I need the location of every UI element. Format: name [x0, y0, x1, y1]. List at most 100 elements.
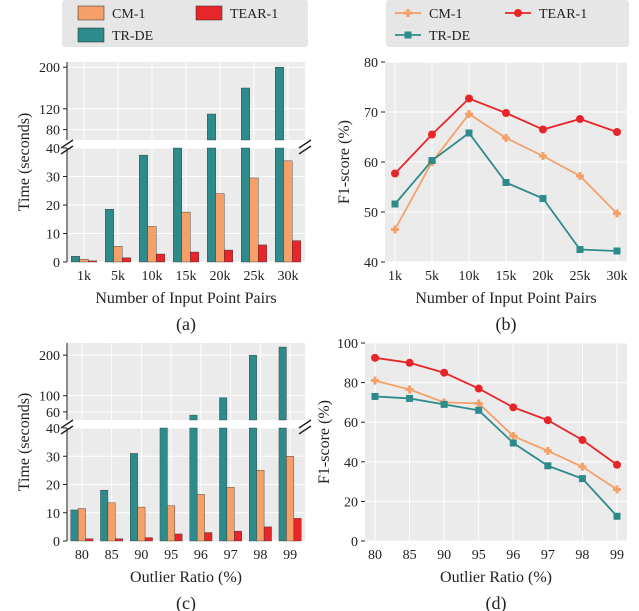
bar-cm-1	[137, 506, 146, 542]
x-tick-label: 98	[253, 548, 267, 563]
bar-tr-de-upper	[241, 87, 250, 141]
legend-label: TR-DE	[112, 29, 153, 44]
x-tick-label: 15k	[176, 269, 197, 284]
legend-a: CM-1 TEAR-1 TR-DE	[62, 0, 308, 47]
legend-swatch-tear-1	[195, 5, 223, 21]
point-tr-de	[509, 439, 517, 447]
y-tick-label: 200	[39, 349, 60, 364]
x-tick-label: 99	[610, 548, 624, 563]
x-tick-label: 90	[437, 548, 451, 563]
y-tick-label: 40	[46, 422, 60, 437]
y-tick-label: 0	[53, 535, 60, 550]
x-axis-label: Outlier Ratio (%)	[130, 569, 242, 586]
legend-box	[62, 0, 308, 47]
legend-swatch-tr-de	[77, 27, 105, 43]
bar-tr-de	[275, 147, 284, 263]
series-line-cm-1	[374, 379, 618, 491]
bar-tear-1	[85, 538, 94, 542]
x-tick-label: 10k	[459, 269, 480, 284]
legend-box	[386, 0, 629, 47]
bar-cm-1	[226, 487, 235, 542]
x-tick-label: 25k	[244, 269, 265, 284]
point-cm-1	[502, 134, 510, 142]
axis-break-mark	[298, 425, 312, 435]
bar-tr-de-upper	[249, 354, 257, 421]
x-tick-label: 96	[194, 548, 208, 563]
bar-tr-de	[100, 489, 109, 542]
legend-marker-tr-de	[404, 31, 412, 39]
x-tick-label: 80	[368, 548, 382, 563]
plot-area	[365, 343, 627, 541]
bar-tear-1	[174, 533, 183, 542]
point-tr-de	[406, 394, 414, 402]
bar-tr-de	[249, 427, 257, 542]
bar-cm-1	[215, 193, 225, 263]
bar-tear-1	[293, 518, 302, 542]
y-axis-label: F1-score (%)	[336, 120, 353, 204]
point-tear-1	[539, 125, 547, 134]
series-line-tr-de	[374, 395, 618, 517]
bar-tear-1	[144, 537, 153, 542]
x-tick-label: 97	[224, 548, 238, 563]
x-tick-label: 25k	[570, 269, 591, 284]
point-tear-1	[391, 169, 399, 178]
legend-marker-tear-1	[514, 9, 522, 17]
point-tr-de	[613, 512, 621, 520]
bar-cm-1	[283, 160, 293, 263]
plot-area-upper	[67, 343, 305, 420]
x-tick-label: 1k	[388, 269, 402, 284]
axis-break-mark	[298, 139, 312, 149]
bar-cm-1	[79, 258, 89, 263]
bar-cm-1	[107, 502, 116, 542]
point-tear-1	[371, 353, 379, 362]
bar-tear-1	[204, 532, 213, 542]
legend-marker-cm-1	[404, 9, 412, 17]
bar-tear-1	[88, 260, 97, 263]
bar-tr-de-upper	[207, 113, 216, 141]
point-cm-1	[539, 152, 547, 160]
panel-caption: (c)	[176, 593, 196, 611]
bar-tr-de-upper	[219, 397, 228, 421]
legend-label: CM-1	[429, 7, 462, 22]
y-tick-label: 0	[351, 535, 358, 550]
point-cm-1	[465, 110, 473, 118]
bar-tr-de-upper	[189, 414, 198, 421]
point-tr-de	[539, 195, 547, 202]
x-tick-label: 95	[164, 548, 178, 563]
bar-tr-de	[105, 209, 114, 263]
point-tr-de	[578, 475, 586, 483]
bar-cm-1	[196, 494, 205, 542]
x-tick-label: 90	[134, 548, 148, 563]
legend-swatch-cm-1	[77, 5, 105, 21]
x-tick-label: 30k	[278, 269, 299, 284]
panel-caption: (d)	[486, 593, 507, 611]
bar-tear-1	[122, 257, 131, 263]
bar-cm-1	[256, 470, 265, 542]
y-tick-label: 200	[39, 61, 60, 76]
bar-cm-1	[147, 226, 157, 263]
y-tick-label: 0	[53, 256, 60, 271]
x-axis-label: Number of Input Point Pairs	[95, 290, 276, 307]
y-tick-label: 80	[344, 377, 358, 392]
x-tick-label: 15k	[496, 269, 517, 284]
bar-cm-1	[167, 505, 176, 542]
point-cm-1	[613, 209, 621, 218]
y-tick-label: 60	[344, 416, 358, 431]
y-tick-label: 80	[46, 124, 60, 139]
bar-tr-de	[173, 147, 182, 263]
x-tick-label: 96	[506, 548, 520, 563]
bar-tr-de	[130, 453, 138, 542]
point-cm-1	[613, 485, 621, 494]
legend-b: CM-1 TEAR-1 TR-DE	[386, 0, 629, 47]
y-tick-label: 20	[344, 495, 358, 510]
bar-tr-de-upper	[278, 346, 287, 421]
x-tick-label: 20k	[210, 269, 231, 284]
x-tick-label: 10k	[142, 269, 163, 284]
bar-cm-1	[77, 508, 86, 542]
bar-tear-1	[292, 240, 301, 263]
axis-break-mark	[60, 419, 74, 429]
legend-label: TEAR-1	[230, 7, 278, 22]
y-tick-label: 20	[46, 199, 60, 214]
y-tick-label: 50	[364, 206, 378, 221]
